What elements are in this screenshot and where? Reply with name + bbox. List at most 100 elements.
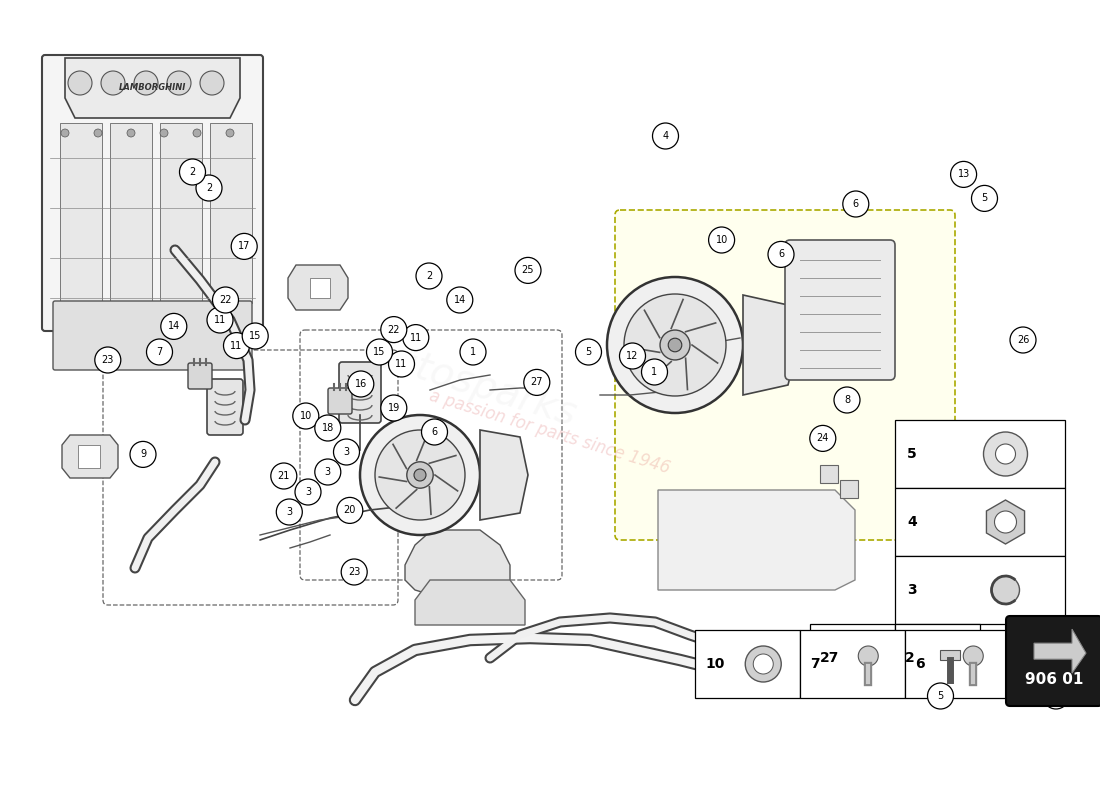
Point bbox=[43, 154, 56, 163]
Point bbox=[400, 464, 414, 474]
Text: 2: 2 bbox=[905, 651, 915, 665]
Circle shape bbox=[276, 499, 303, 525]
Line: 2 pts: 2 pts bbox=[434, 475, 458, 491]
Circle shape bbox=[416, 263, 442, 289]
FancyBboxPatch shape bbox=[328, 388, 352, 414]
Line: 2 pts: 2 pts bbox=[393, 444, 407, 469]
Point bbox=[425, 510, 438, 519]
Point bbox=[873, 363, 887, 373]
Point bbox=[333, 386, 346, 395]
Text: 22: 22 bbox=[387, 325, 400, 334]
Text: 19: 19 bbox=[387, 403, 400, 413]
Circle shape bbox=[964, 646, 983, 666]
FancyBboxPatch shape bbox=[1006, 616, 1100, 706]
Circle shape bbox=[101, 71, 125, 95]
Point bbox=[653, 347, 667, 357]
Point bbox=[664, 324, 678, 334]
Text: 3: 3 bbox=[305, 487, 311, 497]
Point bbox=[641, 378, 654, 387]
Circle shape bbox=[754, 654, 773, 674]
Polygon shape bbox=[65, 58, 240, 118]
Polygon shape bbox=[415, 580, 525, 625]
Text: 14: 14 bbox=[167, 322, 180, 331]
Point bbox=[422, 458, 436, 468]
Circle shape bbox=[971, 186, 998, 211]
Text: 11: 11 bbox=[395, 359, 408, 369]
Text: 3: 3 bbox=[908, 583, 916, 597]
Text: 18: 18 bbox=[321, 423, 334, 433]
Point bbox=[793, 309, 806, 318]
Text: 2: 2 bbox=[206, 183, 212, 193]
Point bbox=[653, 333, 667, 342]
Polygon shape bbox=[987, 500, 1024, 544]
Circle shape bbox=[161, 314, 187, 339]
Text: 25: 25 bbox=[521, 266, 535, 275]
Point bbox=[199, 354, 212, 364]
Text: 6: 6 bbox=[431, 427, 438, 437]
Point bbox=[373, 472, 386, 482]
Circle shape bbox=[231, 234, 257, 259]
Point bbox=[679, 354, 692, 363]
Bar bbox=[210, 123, 252, 303]
Point bbox=[793, 255, 806, 265]
Polygon shape bbox=[310, 278, 330, 298]
Point bbox=[187, 360, 200, 370]
Polygon shape bbox=[480, 430, 528, 520]
Text: 13: 13 bbox=[957, 170, 970, 179]
Point bbox=[428, 470, 441, 480]
Point bbox=[194, 360, 207, 370]
Point bbox=[873, 346, 887, 355]
Circle shape bbox=[927, 683, 954, 709]
Line: 2 pts: 2 pts bbox=[685, 323, 716, 332]
Text: 906 01: 906 01 bbox=[1025, 671, 1084, 686]
Circle shape bbox=[834, 387, 860, 413]
Circle shape bbox=[337, 498, 363, 523]
Text: 20: 20 bbox=[343, 506, 356, 515]
Circle shape bbox=[388, 351, 415, 377]
Polygon shape bbox=[820, 465, 838, 483]
Text: 11: 11 bbox=[230, 341, 243, 350]
Circle shape bbox=[375, 430, 465, 520]
Circle shape bbox=[196, 175, 222, 201]
Bar bbox=[810, 624, 895, 692]
Polygon shape bbox=[940, 650, 960, 660]
Circle shape bbox=[200, 71, 224, 95]
Point bbox=[710, 318, 723, 328]
Circle shape bbox=[843, 191, 869, 217]
Circle shape bbox=[641, 359, 668, 385]
Circle shape bbox=[652, 123, 679, 149]
Point bbox=[400, 477, 414, 486]
FancyBboxPatch shape bbox=[53, 301, 252, 370]
Point bbox=[43, 203, 56, 213]
Point bbox=[873, 274, 887, 283]
Point bbox=[410, 455, 424, 465]
Point bbox=[43, 253, 56, 262]
Text: 11: 11 bbox=[213, 315, 227, 325]
Point bbox=[664, 357, 678, 366]
Text: 15: 15 bbox=[373, 347, 386, 357]
Polygon shape bbox=[405, 530, 510, 595]
Text: 27: 27 bbox=[530, 378, 543, 387]
Circle shape bbox=[810, 426, 836, 451]
Circle shape bbox=[212, 287, 239, 313]
Circle shape bbox=[447, 287, 473, 313]
Circle shape bbox=[991, 576, 1020, 604]
Point bbox=[249, 154, 262, 163]
Circle shape bbox=[607, 277, 742, 413]
Bar bbox=[800, 630, 905, 698]
Circle shape bbox=[708, 227, 735, 253]
Circle shape bbox=[1043, 683, 1069, 709]
Text: 5: 5 bbox=[937, 691, 944, 701]
Circle shape bbox=[994, 511, 1016, 533]
Text: 4: 4 bbox=[1053, 691, 1059, 701]
Text: 3: 3 bbox=[343, 447, 350, 457]
Polygon shape bbox=[62, 435, 118, 478]
Circle shape bbox=[226, 129, 234, 137]
FancyBboxPatch shape bbox=[339, 362, 381, 423]
Polygon shape bbox=[288, 265, 348, 310]
Line: 2 pts: 2 pts bbox=[396, 490, 417, 508]
Circle shape bbox=[293, 403, 319, 429]
Text: 8: 8 bbox=[844, 395, 850, 405]
Circle shape bbox=[95, 347, 121, 373]
Circle shape bbox=[575, 339, 602, 365]
